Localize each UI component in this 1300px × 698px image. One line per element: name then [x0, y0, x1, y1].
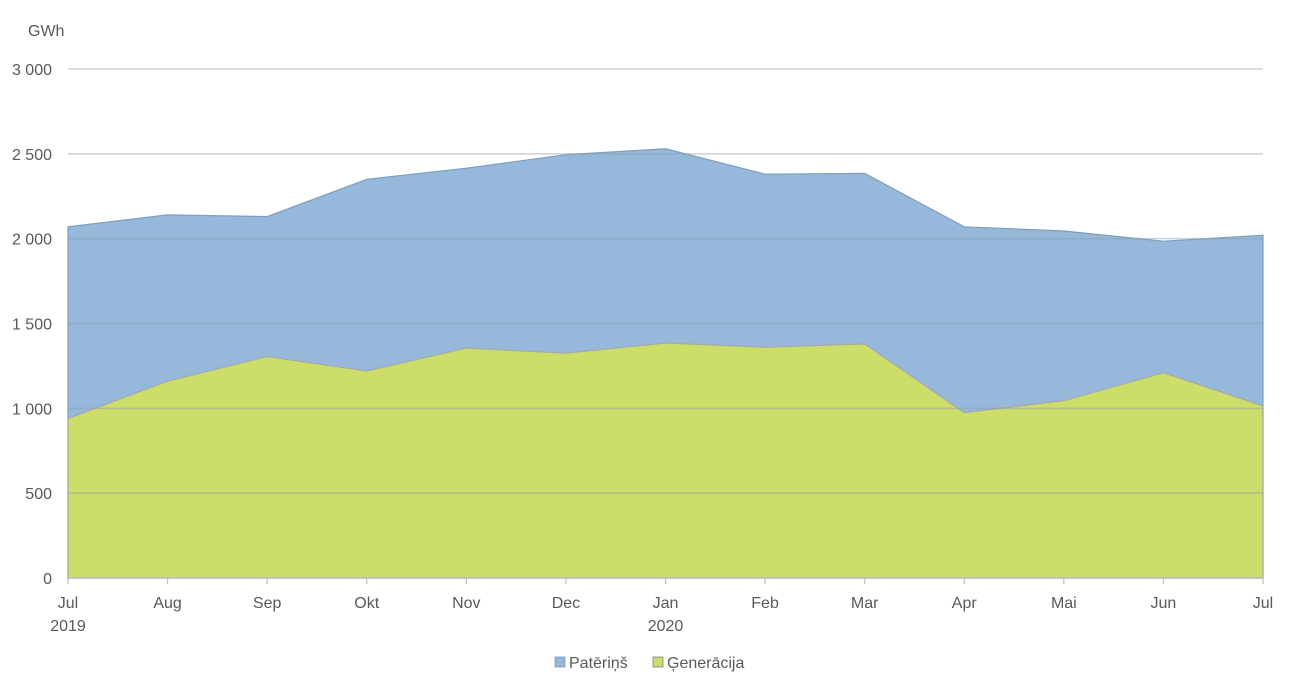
y-tick-label: 2 000 — [12, 232, 52, 249]
area-generation — [67, 342, 1264, 579]
legend-swatch — [652, 656, 664, 668]
series-areas — [67, 148, 1264, 579]
axes: 0 500 1 000 1 500 2 000 2 500 3 000 Jul 2019 Aug S… — [12, 62, 1273, 635]
x-tick-label: Mai — [1051, 595, 1077, 612]
x-tick-label: Sep — [253, 595, 282, 612]
y-tick-label: 2 500 — [12, 147, 52, 164]
x-tick-label: Okt — [354, 595, 379, 612]
legend-swatch — [554, 656, 566, 668]
x-tick-label: Jun — [1151, 595, 1177, 612]
x-tick-label: Jan — [653, 595, 679, 612]
x-tick-label: Nov — [452, 595, 480, 612]
x-tick-label: Aug — [153, 595, 181, 612]
x-year-label: 2019 — [50, 618, 86, 635]
x-year-label: 2020 — [648, 618, 684, 635]
y-tick-label: 0 — [43, 571, 52, 588]
legend-label: Patēriņš — [569, 655, 628, 672]
x-tick-label: Jul — [1253, 595, 1273, 612]
x-tick-label: Jul — [58, 595, 78, 612]
y-axis-unit-label: GWh — [28, 23, 64, 40]
x-tick-label: Feb — [751, 595, 779, 612]
y-tick-label: 3 000 — [12, 62, 52, 79]
legend-label: Ģenerācija — [667, 655, 744, 672]
y-tick-label: 500 — [25, 486, 52, 503]
legend: Patēriņš Ģenerācija — [554, 655, 744, 672]
x-tick-label: Mar — [851, 595, 879, 612]
y-tick-label: 1 000 — [12, 401, 52, 418]
y-tick-label: 1 500 — [12, 317, 52, 334]
x-tick-label: Apr — [952, 595, 978, 612]
gridlines — [68, 68, 1263, 494]
x-tick-label: Dec — [552, 595, 580, 612]
